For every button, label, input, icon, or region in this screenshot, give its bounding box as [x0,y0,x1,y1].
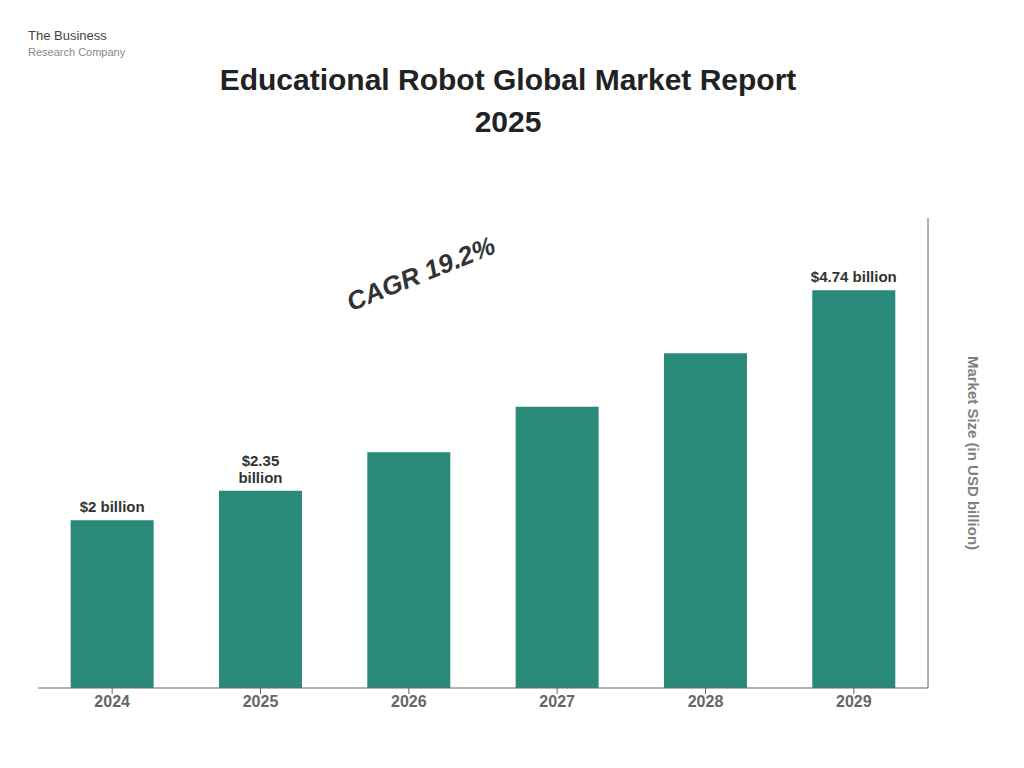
html-text:The Business: The Business [28,28,107,43]
svg-text:2025: 2025 [243,693,279,710]
svg-text:2026: 2026 [391,693,427,710]
svg-text:$2.35billion: $2.35billion [238,452,282,486]
svg-text:2027: 2027 [539,693,575,710]
svg-text:$2 billion: $2 billion [80,498,145,515]
html-text:CAGR 19.2%: CAGR 19.2% [342,230,500,317]
html-text:Research Company: Research Company [28,45,126,58]
svg-text:2024: 2024 [94,693,130,710]
html-text:Educational Robot Global Marke: Educational Robot Global Market Report [219,63,797,96]
html-text:2025: 2025 [474,105,542,138]
svg-text:2028: 2028 [688,693,724,710]
svg-text:2029: 2029 [836,693,872,710]
svg-text:Market Size (in USD billion): Market Size (in USD billion) [965,356,982,550]
svg-text:$4.74 billion: $4.74 billion [811,268,897,285]
